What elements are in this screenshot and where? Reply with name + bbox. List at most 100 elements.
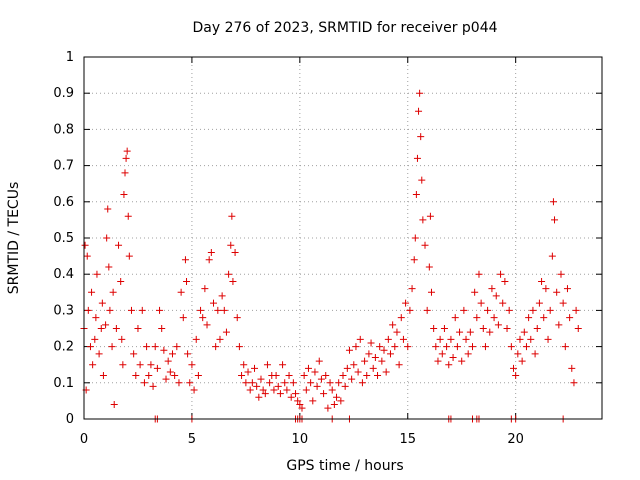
data-point bbox=[324, 404, 332, 412]
data-point bbox=[393, 328, 401, 336]
y-axis-label: SRMTID / TECUs bbox=[6, 182, 22, 295]
data-point bbox=[168, 350, 176, 358]
data-point bbox=[518, 357, 526, 365]
data-point bbox=[574, 325, 582, 332]
data-point bbox=[212, 343, 220, 351]
data-point bbox=[123, 147, 131, 155]
data-point bbox=[81, 241, 89, 249]
data-point bbox=[119, 361, 127, 369]
data-point bbox=[253, 382, 261, 390]
data-point bbox=[352, 343, 360, 351]
data-point bbox=[503, 325, 511, 332]
y-tick-label: 0.9 bbox=[53, 86, 74, 101]
data-point bbox=[408, 285, 416, 293]
data-point bbox=[559, 299, 567, 307]
data-point bbox=[118, 335, 126, 343]
y-tick-label: 0.3 bbox=[53, 303, 74, 318]
data-point bbox=[175, 379, 183, 387]
data-point bbox=[475, 270, 483, 278]
data-point bbox=[438, 350, 446, 358]
data-point bbox=[210, 299, 217, 307]
data-point bbox=[300, 372, 308, 380]
data-point bbox=[561, 343, 569, 351]
data-point bbox=[130, 350, 138, 358]
data-point bbox=[380, 346, 388, 354]
plot-frame bbox=[83, 56, 603, 420]
data-point bbox=[104, 205, 112, 213]
data-point bbox=[445, 361, 453, 369]
data-point bbox=[95, 350, 103, 358]
data-point bbox=[98, 299, 106, 307]
data-point bbox=[348, 375, 356, 383]
data-point bbox=[110, 401, 118, 409]
data-point bbox=[92, 314, 100, 322]
data-point bbox=[227, 241, 235, 249]
data-point bbox=[516, 335, 524, 343]
data-point bbox=[563, 285, 571, 293]
data-point bbox=[115, 241, 123, 249]
data-point bbox=[507, 343, 515, 351]
data-point bbox=[551, 216, 559, 224]
data-point bbox=[102, 321, 110, 329]
data-point bbox=[337, 397, 345, 405]
y-tick-label: 0.4 bbox=[53, 267, 74, 282]
data-point bbox=[365, 350, 373, 358]
data-point bbox=[127, 306, 135, 314]
data-point bbox=[298, 404, 306, 412]
data-point bbox=[283, 386, 291, 394]
data-point bbox=[166, 368, 174, 376]
data-point bbox=[302, 386, 310, 394]
x-tick-label: 10 bbox=[292, 432, 309, 447]
data-point bbox=[473, 314, 481, 322]
data-point bbox=[120, 191, 128, 199]
x-tick-label: 5 bbox=[188, 432, 196, 447]
data-point bbox=[471, 288, 479, 296]
data-point bbox=[197, 306, 205, 314]
data-point bbox=[425, 263, 433, 271]
data-point bbox=[345, 346, 353, 354]
y-tick-label: 0 bbox=[66, 412, 74, 427]
data-point bbox=[570, 379, 578, 387]
data-point bbox=[572, 306, 580, 314]
data-point bbox=[97, 325, 105, 332]
data-point bbox=[222, 328, 230, 336]
data-point bbox=[522, 343, 530, 351]
data-point bbox=[542, 285, 550, 293]
data-point bbox=[440, 325, 448, 332]
data-point bbox=[443, 343, 451, 351]
data-point bbox=[151, 343, 159, 351]
data-point bbox=[371, 353, 379, 361]
data-point bbox=[427, 288, 435, 296]
data-point bbox=[84, 306, 92, 314]
data-point bbox=[136, 361, 144, 369]
data-point bbox=[436, 335, 444, 343]
x-tick-label: 15 bbox=[399, 432, 416, 447]
data-point bbox=[410, 256, 418, 264]
data-point bbox=[183, 277, 191, 285]
data-point bbox=[292, 390, 300, 398]
data-point bbox=[404, 343, 412, 351]
data-point bbox=[531, 350, 539, 358]
data-point bbox=[91, 335, 99, 343]
data-point bbox=[311, 368, 319, 376]
data-point bbox=[263, 361, 271, 369]
data-point bbox=[218, 292, 226, 300]
data-point bbox=[481, 343, 489, 351]
data-point bbox=[391, 343, 399, 351]
data-point bbox=[494, 321, 502, 329]
data-point bbox=[274, 382, 282, 390]
data-point bbox=[402, 299, 410, 307]
data-point bbox=[89, 361, 97, 369]
data-point bbox=[266, 379, 274, 387]
data-point bbox=[341, 382, 349, 390]
data-point bbox=[231, 248, 239, 256]
data-point bbox=[188, 361, 196, 369]
data-point bbox=[186, 379, 194, 387]
data-point bbox=[549, 198, 557, 206]
data-point bbox=[544, 335, 552, 343]
data-point bbox=[181, 256, 189, 264]
data-point bbox=[479, 325, 487, 332]
data-point bbox=[546, 306, 554, 314]
x-tick-label: 20 bbox=[507, 432, 524, 447]
